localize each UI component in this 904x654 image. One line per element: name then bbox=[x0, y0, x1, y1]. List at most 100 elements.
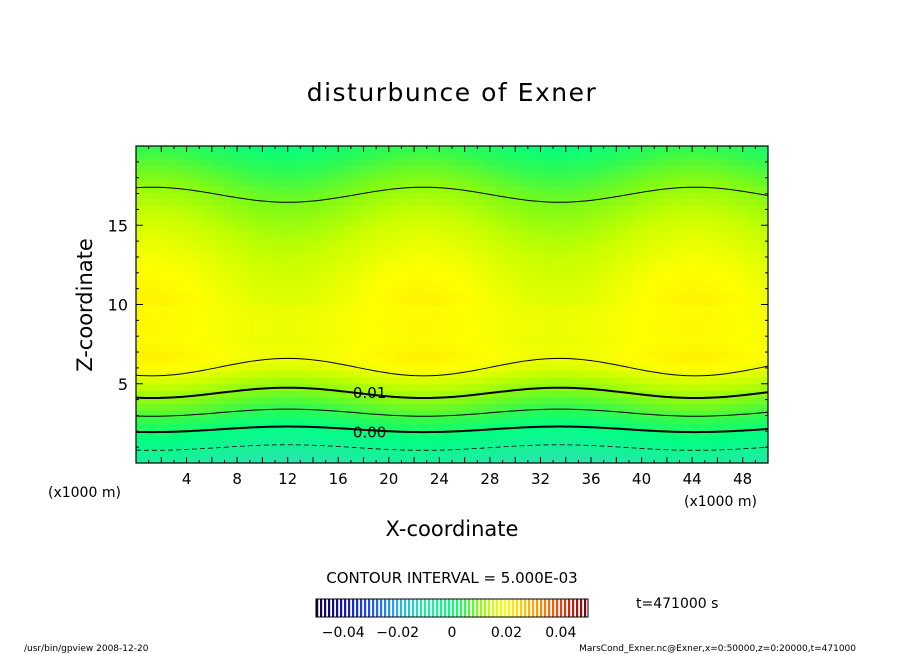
heatmap-cell bbox=[237, 231, 245, 240]
heatmap-cell bbox=[167, 146, 175, 154]
heatmap-cell bbox=[357, 258, 365, 266]
heatmap-cell bbox=[502, 357, 510, 365]
heatmap-cell bbox=[230, 396, 238, 405]
heatmap-cell bbox=[186, 344, 194, 352]
heatmap-cell bbox=[546, 264, 554, 273]
heatmap-cell bbox=[483, 198, 491, 207]
heatmap-cell bbox=[755, 278, 763, 286]
heatmap-cell bbox=[224, 152, 232, 160]
heatmap-cell bbox=[578, 231, 586, 240]
heatmap-cell bbox=[262, 264, 270, 273]
heatmap-cell bbox=[154, 238, 162, 246]
heatmap-cell bbox=[148, 251, 156, 259]
heatmap-cell bbox=[610, 350, 617, 358]
heatmap-cell bbox=[730, 396, 737, 405]
heatmap-cell bbox=[635, 449, 643, 457]
heatmap-cell bbox=[483, 159, 491, 167]
heatmap-cell bbox=[591, 284, 598, 292]
heatmap-cell bbox=[591, 238, 598, 246]
heatmap-cell bbox=[306, 304, 314, 312]
heatmap-cell bbox=[388, 297, 396, 306]
heatmap-cell bbox=[173, 185, 181, 193]
heatmap-cell bbox=[287, 185, 295, 193]
heatmap-cell bbox=[628, 297, 636, 306]
heatmap-cell bbox=[414, 212, 421, 220]
heatmap-cell bbox=[458, 205, 466, 213]
heatmap-cell bbox=[154, 403, 162, 411]
heatmap-cell bbox=[445, 423, 453, 431]
heatmap-cell bbox=[673, 449, 681, 457]
heatmap-cell bbox=[363, 225, 371, 233]
contour-interval-text: CONTOUR INTERVAL = 5.000E-03 bbox=[326, 569, 577, 587]
heatmap-cell bbox=[319, 258, 327, 266]
heatmap-cell bbox=[249, 416, 257, 424]
heatmap-cell bbox=[256, 350, 263, 358]
heatmap-cell bbox=[483, 449, 491, 457]
heatmap-cell bbox=[711, 225, 719, 233]
heatmap-cell bbox=[452, 238, 459, 246]
heatmap-cell bbox=[660, 146, 668, 154]
heatmap-cell bbox=[692, 456, 700, 463]
heatmap-cell bbox=[452, 264, 459, 273]
heatmap-cell bbox=[426, 456, 434, 463]
heatmap-cell bbox=[445, 410, 453, 418]
heatmap-cell bbox=[622, 429, 630, 438]
heatmap-cell bbox=[565, 443, 573, 451]
heatmap-cell bbox=[294, 192, 301, 200]
heatmap-cell bbox=[445, 396, 453, 405]
heatmap-cell bbox=[357, 198, 365, 207]
heatmap-cell bbox=[483, 403, 491, 411]
heatmap-cell bbox=[736, 449, 744, 457]
heatmap-cell bbox=[319, 159, 327, 167]
heatmap-cell bbox=[679, 396, 687, 405]
heatmap-cell bbox=[635, 271, 643, 279]
heatmap-cell bbox=[628, 218, 636, 226]
heatmap-cell bbox=[736, 152, 744, 160]
heatmap-cell bbox=[603, 231, 611, 240]
heatmap-cell bbox=[464, 192, 472, 200]
heatmap-cell bbox=[711, 383, 719, 391]
heatmap-cell bbox=[363, 311, 371, 319]
heatmap-cell bbox=[148, 159, 156, 167]
heatmap-cell bbox=[439, 264, 447, 273]
heatmap-cell bbox=[433, 383, 440, 391]
heatmap-cell bbox=[262, 198, 270, 207]
heatmap-cell bbox=[433, 264, 440, 273]
heatmap-cell bbox=[180, 271, 188, 279]
contour-line bbox=[136, 357, 768, 377]
heatmap-cell bbox=[407, 344, 415, 352]
heatmap-cell bbox=[761, 317, 768, 325]
heatmap-cell bbox=[401, 205, 409, 213]
heatmap-cell bbox=[534, 245, 542, 253]
heatmap-cell bbox=[742, 146, 750, 154]
heatmap-cell bbox=[603, 165, 611, 174]
heatmap-cell bbox=[508, 416, 516, 424]
heatmap-cell bbox=[641, 192, 649, 200]
heatmap-cell bbox=[300, 205, 308, 213]
heatmap-cell bbox=[673, 423, 681, 431]
heatmap-cell bbox=[382, 436, 390, 444]
heatmap-cell bbox=[515, 238, 523, 246]
heatmap-cell bbox=[685, 212, 693, 220]
heatmap-cell bbox=[350, 271, 358, 279]
heatmap-cell bbox=[420, 449, 428, 457]
heatmap-cell bbox=[654, 363, 662, 372]
heatmap-cell bbox=[369, 146, 377, 154]
heatmap-cell bbox=[673, 238, 681, 246]
heatmap-cell bbox=[761, 291, 768, 299]
heatmap-cell bbox=[666, 245, 674, 253]
heatmap-cell bbox=[641, 377, 649, 385]
heatmap-cell bbox=[610, 297, 617, 306]
heatmap-cell bbox=[369, 291, 377, 299]
heatmap-cell bbox=[344, 159, 352, 167]
heatmap-cell bbox=[546, 225, 554, 233]
heatmap-cell bbox=[660, 317, 668, 325]
heatmap-cell bbox=[692, 297, 700, 306]
heatmap-cell bbox=[363, 146, 371, 154]
heatmap-cell bbox=[420, 192, 428, 200]
heatmap-cell bbox=[136, 363, 143, 372]
heatmap-cell bbox=[401, 297, 409, 306]
heatmap-cell bbox=[224, 403, 232, 411]
heatmap-cell bbox=[414, 370, 421, 378]
heatmap-cell bbox=[470, 212, 478, 220]
